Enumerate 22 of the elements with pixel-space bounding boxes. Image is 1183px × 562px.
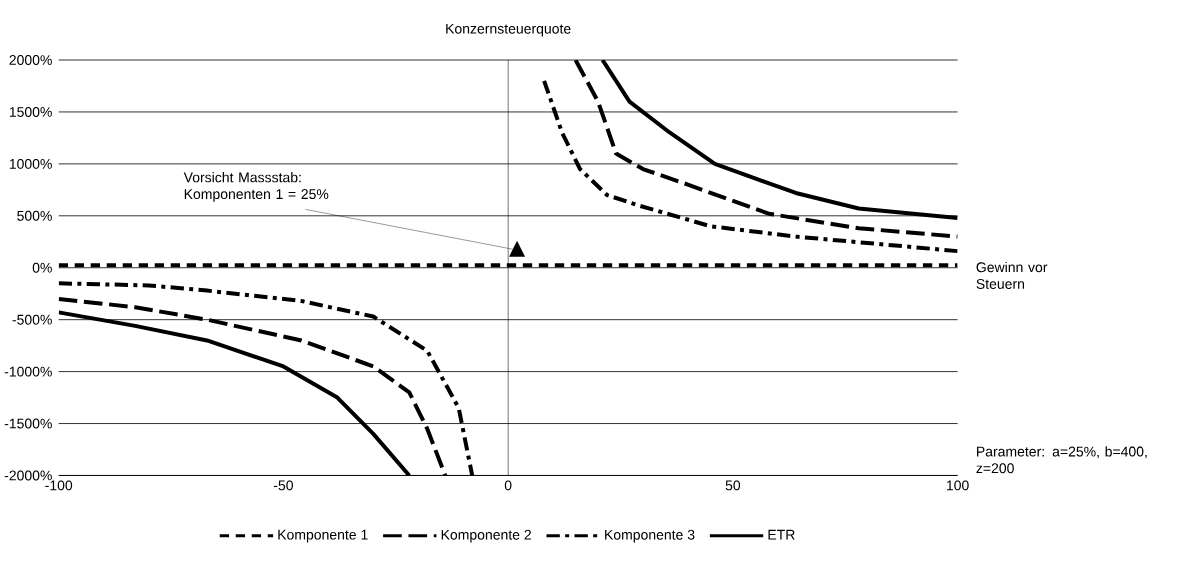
y-tick-label: 1500% bbox=[9, 106, 52, 117]
y-tick-label: 0% bbox=[32, 262, 52, 273]
y-tick-label: -500% bbox=[12, 314, 52, 325]
x-tick-label: -100 bbox=[45, 480, 73, 491]
chart-title: Konzernsteuerquote bbox=[446, 23, 571, 37]
legend-label: Komponente 2 bbox=[441, 529, 531, 543]
legend-label: Komponente 3 bbox=[605, 529, 695, 543]
y-tick-label: 500% bbox=[17, 210, 52, 221]
text: Parameter: a=25%, b=400, z=200 bbox=[976, 446, 1147, 474]
legend-label: ETR bbox=[768, 529, 795, 540]
x-axis-title: Gewinn vor Steuern bbox=[976, 261, 1048, 289]
x-tick-label: 100 bbox=[946, 480, 969, 491]
x-tick-label: -50 bbox=[273, 480, 293, 491]
legend-label: Komponente 1 bbox=[278, 529, 368, 543]
y-tick-label: -2000% bbox=[4, 470, 52, 481]
y-tick-label: 2000% bbox=[9, 54, 52, 65]
y-tick-label: 1000% bbox=[9, 158, 52, 169]
y-tick-label: -1000% bbox=[4, 366, 52, 377]
y-tick-label: -1500% bbox=[4, 418, 52, 429]
annotation: Vorsicht Massstab: Komponenten 1 = 25% bbox=[183, 171, 329, 202]
x-tick-label: 50 bbox=[725, 480, 741, 491]
x-tick-label: 0 bbox=[504, 480, 512, 491]
